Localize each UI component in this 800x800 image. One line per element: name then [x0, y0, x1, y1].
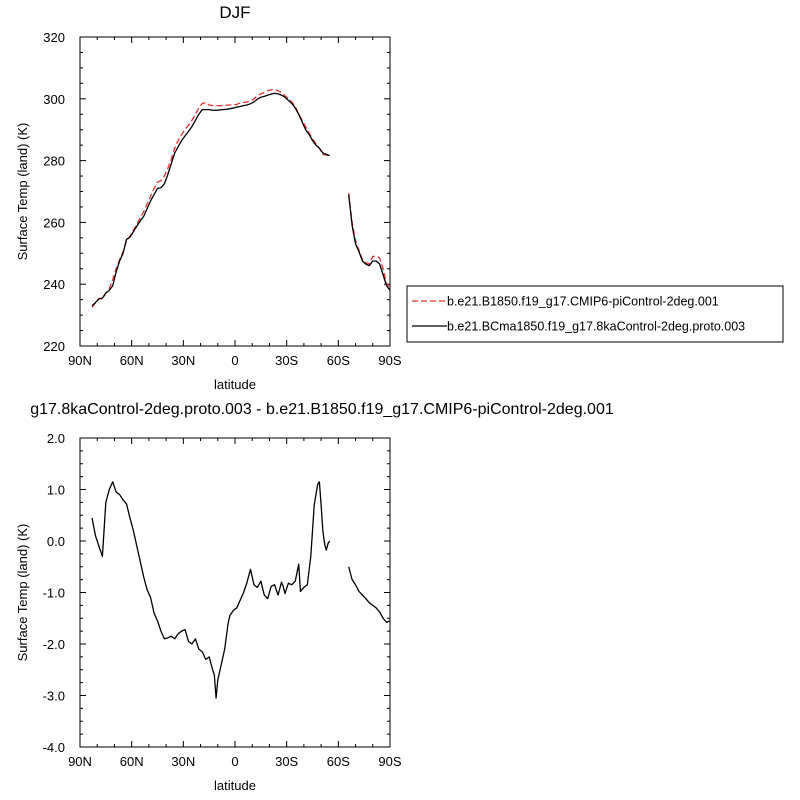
x-tick-label: 0: [231, 754, 238, 769]
x-tick-label: 90N: [68, 353, 92, 368]
plot-frame: [79, 437, 391, 748]
x-tick-label: 30N: [171, 754, 195, 769]
x-tick-label: 90S: [378, 754, 401, 769]
legend-entry: b.e21.BCma1850.f19_g17.8kaControl-2deg.p…: [447, 320, 745, 334]
x-tick-label: 90S: [378, 353, 401, 368]
y-tick-label: 1.0: [47, 483, 65, 498]
y-axis-label: Surface Temp (land) (K): [15, 123, 30, 261]
series-1: [91, 481, 391, 699]
x-tick-label: 60S: [327, 754, 350, 769]
x-tick-label: 30S: [275, 353, 298, 368]
y-axis-label: Surface Temp (land) (K): [15, 524, 30, 662]
series-2: [91, 92, 391, 307]
y-tick-label: 320: [43, 30, 65, 45]
series-1: [91, 88, 391, 308]
x-tick-label: 0: [231, 353, 238, 368]
x-tick-label: 60N: [120, 754, 144, 769]
x-tick-label: 90N: [68, 754, 92, 769]
chart-title: DJF: [219, 3, 250, 22]
y-tick-label: -3.0: [43, 689, 65, 704]
series-line-segment: [91, 88, 330, 308]
y-tick-label: 240: [43, 277, 65, 292]
legend: b.e21.B1850.f19_g17.CMIP6-piControl-2deg…: [406, 285, 784, 343]
x-tick-label: 60N: [120, 353, 144, 368]
y-tick-label: 2.0: [47, 431, 65, 446]
plot-frame: [79, 36, 391, 347]
chart-title: g17.8kaControl-2deg.proto.003 - b.e21.B1…: [30, 401, 614, 418]
x-axis-label: latitude: [214, 778, 256, 793]
series-line-segment: [91, 92, 330, 307]
legend-box: [406, 285, 784, 343]
x-axis-label: latitude: [214, 377, 256, 392]
y-tick-label: 300: [43, 92, 65, 107]
series-line-segment: [348, 566, 391, 624]
x-tick-label: 60S: [327, 353, 350, 368]
y-tick-label: 280: [43, 154, 65, 169]
series-line-segment: [348, 194, 391, 291]
y-tick-label: -1.0: [43, 586, 65, 601]
legend-entry: b.e21.B1850.f19_g17.CMIP6-piControl-2deg…: [447, 295, 719, 309]
y-tick-label: -2.0: [43, 637, 65, 652]
y-tick-label: 260: [43, 215, 65, 230]
x-tick-label: 30S: [275, 754, 298, 769]
x-tick-label: 30N: [171, 353, 195, 368]
y-tick-label: -4.0: [43, 740, 65, 755]
y-tick-label: 220: [43, 339, 65, 354]
y-tick-label: 0.0: [47, 534, 65, 549]
series-line-segment: [91, 481, 331, 699]
chart-2: g17.8kaControl-2deg.proto.003 - b.e21.B1…: [15, 401, 614, 793]
chart-1: DJF 90N 60N 30N 0 30S 60S 90S 220 240 260 280 300 320…: [15, 3, 784, 392]
